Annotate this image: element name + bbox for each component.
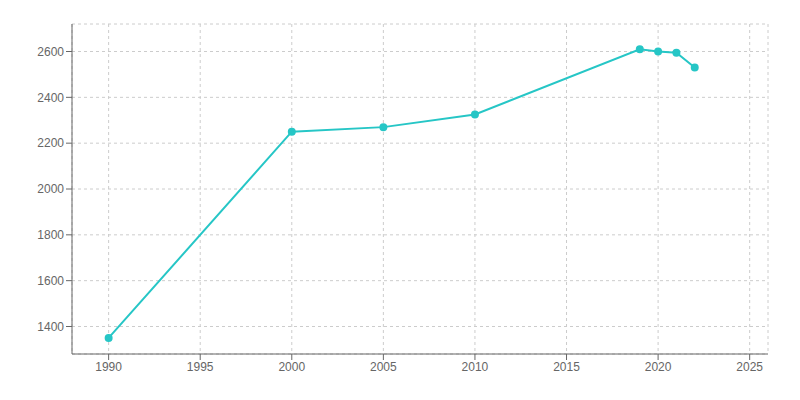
svg-text:2600: 2600 (37, 45, 64, 59)
svg-text:2000: 2000 (278, 360, 305, 374)
svg-text:2020: 2020 (645, 360, 672, 374)
svg-text:2015: 2015 (553, 360, 580, 374)
svg-text:1995: 1995 (187, 360, 214, 374)
svg-text:2010: 2010 (462, 360, 489, 374)
svg-text:1600: 1600 (37, 274, 64, 288)
svg-text:1400: 1400 (37, 320, 64, 334)
svg-text:1990: 1990 (95, 360, 122, 374)
svg-text:2005: 2005 (370, 360, 397, 374)
svg-text:2025: 2025 (736, 360, 763, 374)
svg-text:2000: 2000 (37, 182, 64, 196)
svg-text:1800: 1800 (37, 228, 64, 242)
svg-text:2200: 2200 (37, 136, 64, 150)
svg-text:2400: 2400 (37, 91, 64, 105)
